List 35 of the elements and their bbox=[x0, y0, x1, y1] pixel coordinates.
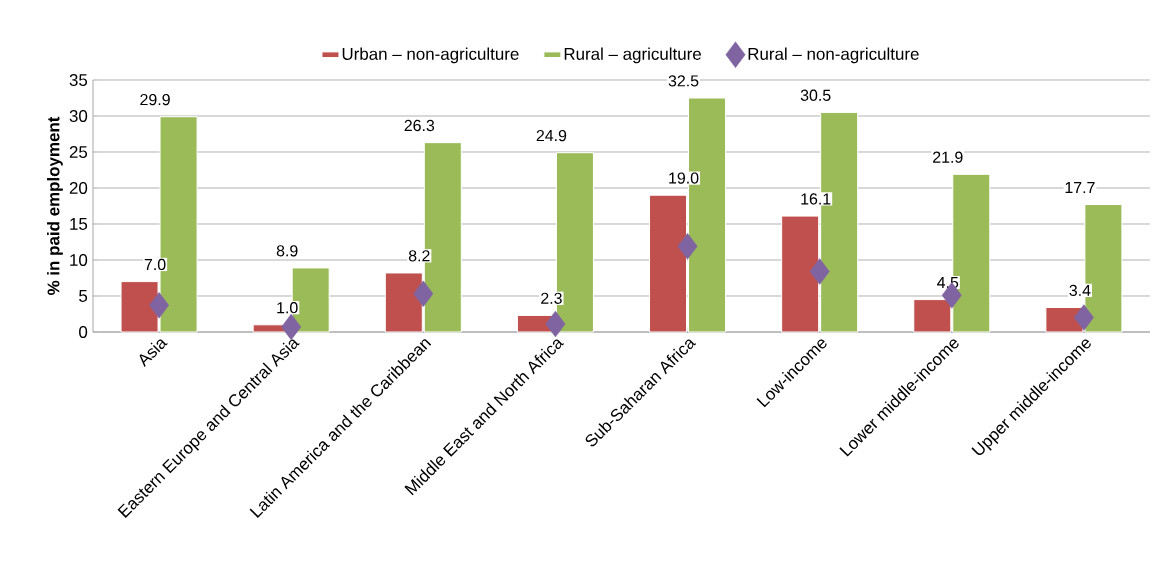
data-label: 3.4 bbox=[1069, 284, 1091, 297]
data-label: 2.3 bbox=[541, 292, 562, 304]
point bbox=[809, 258, 830, 285]
data-label: 30.5 bbox=[800, 89, 831, 101]
data-label: 29.9 bbox=[140, 93, 170, 106]
data-label: 26.3 bbox=[404, 119, 435, 132]
point bbox=[149, 292, 170, 319]
point bbox=[677, 233, 698, 260]
y-tick-label: 5 bbox=[79, 290, 88, 302]
legend-label: Rural – non-agriculture bbox=[748, 47, 919, 64]
point bbox=[281, 313, 302, 341]
point bbox=[545, 310, 566, 338]
legend-label: Urban – non-agriculture bbox=[342, 47, 519, 64]
y-tick-label: 35 bbox=[69, 74, 88, 86]
data-label: 32.5 bbox=[668, 75, 699, 87]
y-tick-label: 20 bbox=[69, 182, 88, 194]
y-tick-label: 10 bbox=[70, 254, 88, 266]
y-tick-label: 15 bbox=[70, 218, 88, 230]
data-label: 7.0 bbox=[144, 258, 166, 271]
data-label: 8.9 bbox=[276, 245, 298, 257]
data-label: 16.1 bbox=[801, 193, 831, 205]
data-label: 17.7 bbox=[1065, 182, 1095, 194]
data-label: 8.2 bbox=[408, 250, 430, 262]
y-tick-label: 25 bbox=[69, 146, 88, 158]
point bbox=[1073, 304, 1094, 331]
y-axis-title: % in paid employment bbox=[47, 116, 63, 295]
x-tick-label: Asia bbox=[139, 339, 168, 368]
data-label: 1.0 bbox=[277, 302, 298, 314]
y-tick-label: 0 bbox=[79, 326, 88, 338]
data-label: 24.9 bbox=[536, 129, 567, 142]
data-label: 19.0 bbox=[669, 172, 699, 184]
point bbox=[413, 280, 434, 308]
y-tick-label: 30 bbox=[69, 110, 88, 122]
legend-label: Rural – agriculture bbox=[564, 47, 701, 64]
data-label: 21.9 bbox=[933, 151, 963, 163]
